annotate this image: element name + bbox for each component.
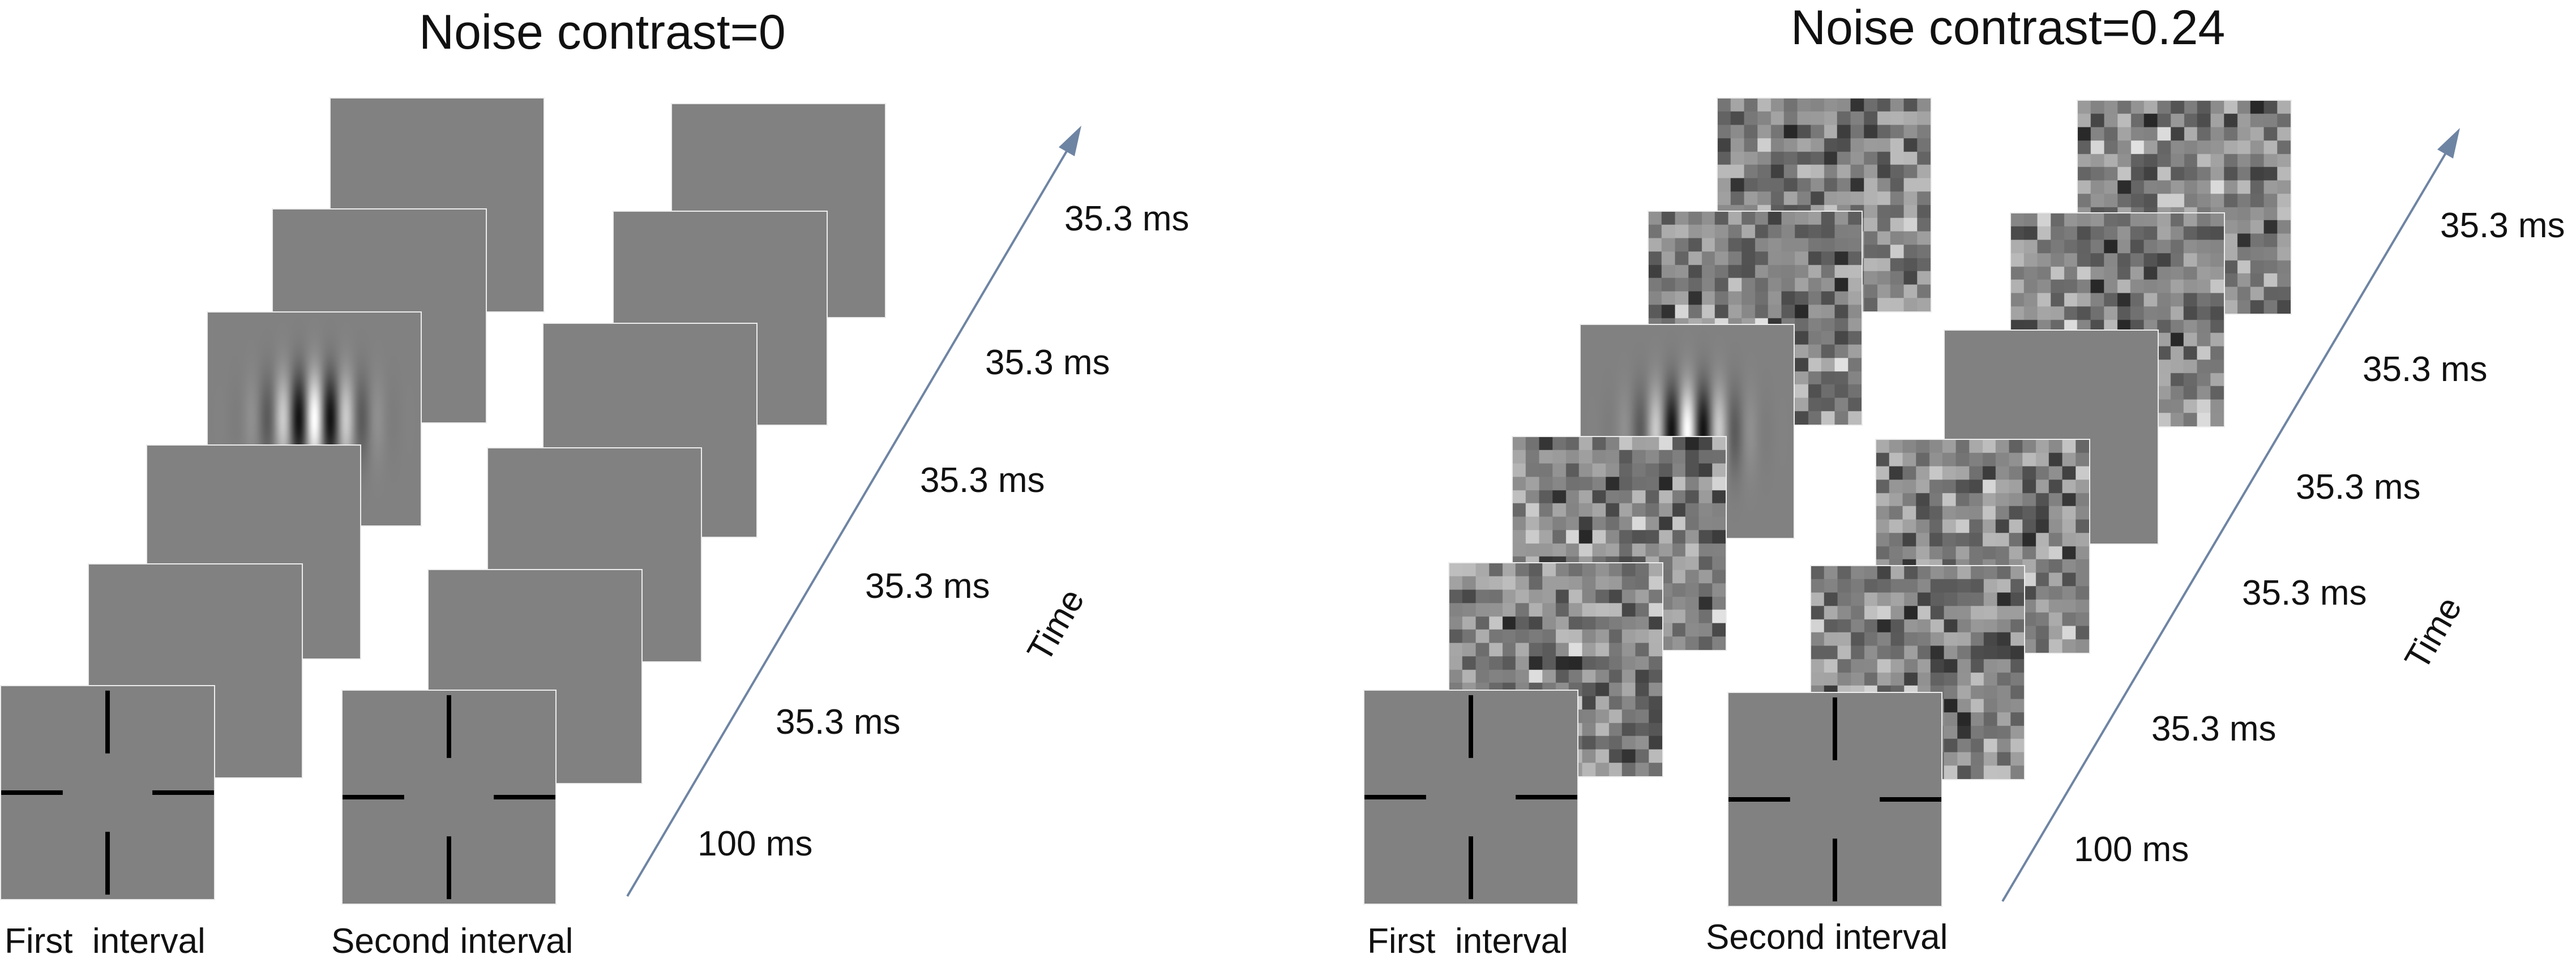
- panel-title: Noise contrast=0.24: [1791, 1, 2226, 55]
- time-label-3: 35.3 ms: [2242, 574, 2367, 613]
- time-label-4: 35.3 ms: [920, 461, 1045, 500]
- time-label-6: 35.3 ms: [2440, 206, 2565, 245]
- time-label-1: 100 ms: [698, 824, 813, 863]
- time-label-6: 35.3 ms: [1064, 199, 1189, 238]
- second-interval-frame-1-fixation: [1727, 692, 1942, 907]
- time-label-1: 100 ms: [2074, 830, 2189, 869]
- first-interval-frame-1-fixation: [0, 685, 215, 900]
- first-interval-frame-1-fixation: [1363, 690, 1578, 905]
- time-label-4: 35.3 ms: [2296, 468, 2421, 507]
- time-label-2: 35.3 ms: [776, 703, 901, 742]
- first-interval-label: First interval: [5, 922, 206, 961]
- second-interval-label: Second interval: [331, 922, 574, 961]
- time-label-3: 35.3 ms: [865, 567, 990, 606]
- first-interval-label: First interval: [1367, 922, 1568, 961]
- time-label-5: 35.3 ms: [2363, 350, 2488, 389]
- panel-noise-contrast-0: Noise contrast=0 First interval Second i…: [0, 5, 1189, 961]
- panel-title: Noise contrast=0: [419, 5, 786, 59]
- time-axis-label: Time: [1020, 582, 1093, 669]
- second-interval-label: Second interval: [1706, 918, 1948, 957]
- panel-noise-contrast-024: Noise contrast=0.24 First interval Secon…: [1288, 0, 2576, 967]
- second-interval-frame-1-fixation: [341, 690, 557, 905]
- time-label-5: 35.3 ms: [985, 343, 1110, 382]
- time-axis-label: Time: [2397, 590, 2470, 677]
- time-label-2: 35.3 ms: [2151, 709, 2277, 748]
